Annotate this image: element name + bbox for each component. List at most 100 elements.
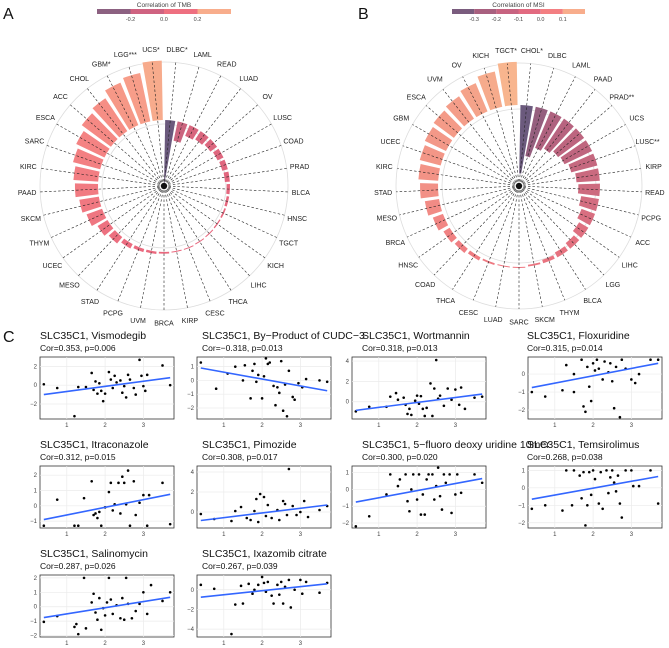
data-point [262, 581, 266, 585]
data-point [402, 396, 405, 399]
data-point [121, 391, 124, 394]
x-tick-label: 2 [415, 423, 419, 429]
data-point [408, 407, 411, 411]
bar-kirc [73, 166, 100, 182]
data-point [587, 470, 591, 474]
legend-tick: 0.1 [559, 17, 567, 23]
radial-gridline [462, 76, 520, 187]
data-point [406, 499, 409, 503]
category-label: SARC [509, 320, 528, 327]
y-tick-label: −2 [187, 406, 195, 412]
data-point [76, 385, 80, 389]
data-point [589, 399, 593, 403]
scatter-title: SLC35C1, Ixazomib citrate [202, 548, 327, 560]
data-point [463, 407, 467, 411]
legend-color-bin [496, 9, 519, 14]
data-point [572, 469, 576, 472]
data-point [411, 473, 415, 476]
category-label: UCS [629, 116, 644, 123]
data-point [124, 396, 128, 399]
data-point [122, 481, 126, 485]
data-point [624, 469, 627, 472]
data-point [149, 583, 153, 587]
y-tick-label: −2 [187, 607, 195, 613]
data-point [270, 516, 273, 520]
data-point [410, 413, 413, 417]
x-tick-label: 3 [142, 532, 146, 538]
data-point [289, 606, 293, 609]
data-point [256, 373, 260, 377]
grid-circle [101, 123, 227, 249]
y-tick-label: 2 [191, 490, 195, 496]
legend-title: Correlation of TMB [137, 2, 191, 9]
data-point [616, 474, 620, 477]
data-point [134, 393, 138, 396]
data-point [584, 524, 587, 527]
data-point [612, 406, 616, 410]
bar-cesc [183, 245, 194, 250]
plot-area [527, 465, 663, 529]
bar-lusc [568, 153, 598, 173]
x-tick-label: 1 [553, 423, 557, 429]
data-point [105, 601, 109, 604]
data-point [607, 491, 610, 495]
data-point [107, 490, 111, 494]
x-tick-label: 2 [591, 532, 595, 538]
data-point [98, 596, 101, 600]
scatter-title: SLC35C1, Floxuridine [527, 330, 630, 342]
radial-gridline [412, 124, 520, 187]
data-point [318, 379, 321, 382]
data-point [434, 358, 438, 362]
data-point [454, 493, 457, 496]
x-tick-label: 1 [377, 423, 381, 429]
bar-hnsc [443, 227, 457, 243]
y-tick-label: 0 [522, 372, 526, 378]
data-point [367, 405, 371, 409]
bar-read [577, 183, 600, 197]
scatter-stat: Cor=−0.318, p=0.013 [202, 343, 283, 353]
data-point [306, 515, 310, 519]
data-point [637, 484, 641, 488]
scatter-title: SLC35C1, By−Product of CUDC−3 [202, 330, 365, 342]
data-point [92, 592, 95, 596]
scatter-stat: Cor=0.287, p=0.026 [40, 561, 116, 571]
data-point [107, 370, 111, 374]
category-label: BRCA [386, 240, 406, 247]
data-point [145, 524, 149, 528]
radial-gridline [518, 124, 626, 187]
data-point [270, 594, 273, 597]
bar-thym [542, 255, 555, 264]
data-point [98, 510, 101, 514]
y-tick-label: −1 [342, 504, 350, 510]
data-point [299, 510, 302, 514]
bar-sarc [73, 148, 104, 170]
scatter-title: SLC35C1, Pimozide [202, 439, 297, 451]
data-point [42, 524, 46, 528]
data-point [278, 593, 281, 596]
category-label: LAML [572, 63, 590, 70]
data-point [423, 414, 427, 418]
data-point [199, 512, 203, 516]
data-point [325, 380, 329, 384]
legend-color-bin [197, 9, 231, 14]
category-label: OV [262, 94, 272, 101]
data-point [98, 382, 101, 385]
data-point [649, 358, 652, 361]
data-point [272, 384, 275, 388]
data-point [287, 467, 291, 471]
data-point [239, 505, 243, 509]
legend-color-bin [97, 9, 131, 14]
data-point [417, 473, 421, 476]
regression-line [43, 493, 171, 521]
data-point [92, 513, 95, 517]
data-point [599, 470, 603, 474]
data-point [55, 498, 59, 501]
y-tick-label: −1 [30, 619, 38, 625]
data-point [84, 627, 88, 630]
data-point [367, 514, 371, 518]
radial-gridline [518, 185, 586, 290]
data-point [455, 473, 459, 476]
radial-gridline [518, 168, 641, 187]
